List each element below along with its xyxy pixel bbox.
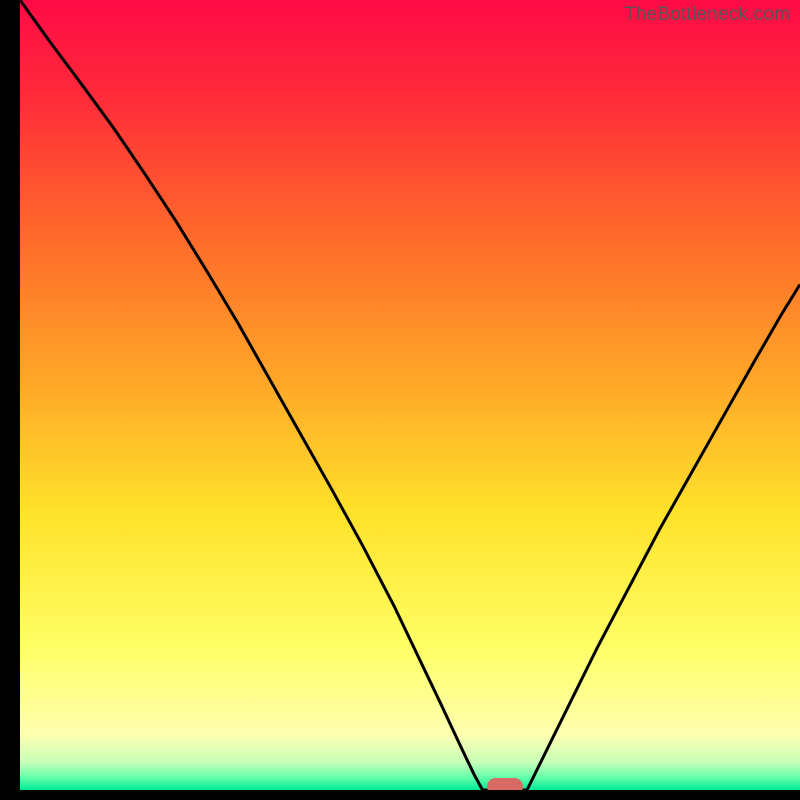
watermark-text: TheBottleneck.com: [624, 4, 790, 26]
curve-left-path: [20, 0, 483, 790]
bottleneck-curve: [20, 0, 800, 790]
curve-right-path: [527, 284, 800, 790]
plot-area: [20, 0, 800, 790]
optimal-marker: [487, 778, 523, 790]
